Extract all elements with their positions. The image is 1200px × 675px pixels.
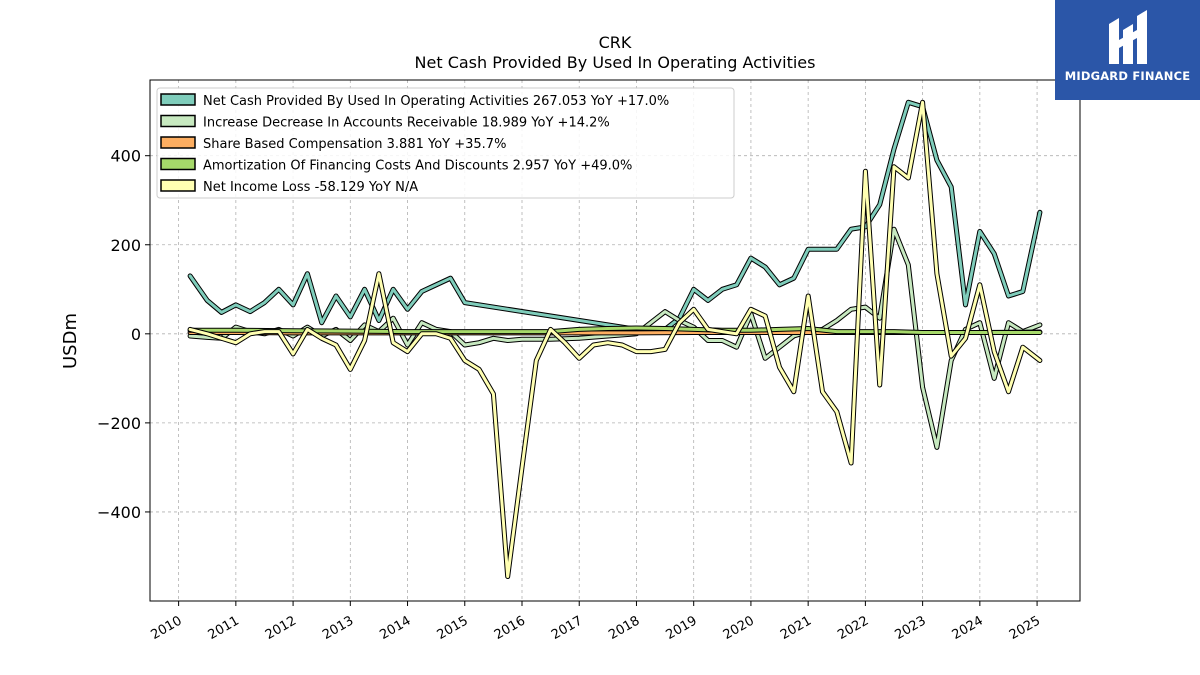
- x-tick-label: 2021: [778, 613, 814, 643]
- x-tick-label: 2019: [664, 613, 700, 643]
- legend-swatch: [160, 114, 196, 128]
- x-tick-label: 2016: [492, 613, 528, 643]
- legend-box: [156, 87, 735, 199]
- x-axis: 2010 2011 2012 2013 2014 2015 2016 2017 2018 2019…: [148, 601, 1043, 643]
- legend-label: Share Based Compensation 3.881 YoY +35.7…: [203, 137, 506, 152]
- y-tick-label: −400: [97, 503, 141, 522]
- y-tick-label: 200: [110, 236, 141, 255]
- legend-label: Increase Decrease In Accounts Receivable…: [203, 116, 610, 131]
- y-axis: 400 200 0 −200 −400: [97, 147, 150, 522]
- series-line: [188, 326, 1042, 334]
- x-tick-label: 2013: [320, 613, 356, 643]
- legend-swatch: [160, 179, 196, 192]
- plot-frame: [149, 79, 1081, 602]
- brand-name: MIDGARD FINANCE: [1064, 69, 1191, 83]
- x-tick-label: 2018: [606, 613, 642, 643]
- legend-item: Net Cash Provided By Used In Operating A…: [160, 93, 669, 109]
- y-tick-label: 0: [131, 325, 141, 344]
- legend: Net Cash Provided By Used In Operating A…: [156, 87, 735, 199]
- x-tick-label: 2015: [435, 613, 471, 643]
- y-tick-label: 400: [110, 147, 141, 166]
- chart-subtitle: Net Cash Provided By Used In Operating A…: [415, 53, 816, 72]
- legend-item: Amortization Of Financing Costs And Disc…: [160, 157, 632, 174]
- x-tick-label: 2025: [1007, 613, 1043, 643]
- series-line: [188, 100, 1042, 578]
- legend-label: Net Income Loss -58.129 YoY N/A: [203, 180, 418, 195]
- legend-swatch: [160, 157, 196, 171]
- x-tick-label: 2024: [950, 613, 986, 643]
- legend-item: Increase Decrease In Accounts Receivable…: [160, 114, 610, 131]
- x-tick-label: 2017: [549, 613, 585, 643]
- x-tick-label: 2022: [835, 613, 871, 643]
- x-tick-label: 2023: [892, 613, 928, 643]
- chart-title: CRK: [599, 33, 632, 52]
- x-tick-label: 2020: [721, 613, 757, 643]
- series-layer: [187, 99, 1043, 579]
- midgard-logo-icon: [1109, 10, 1147, 64]
- series-4: [187, 325, 1043, 335]
- x-tick-label: 2010: [148, 613, 184, 643]
- x-tick-label: 2011: [206, 613, 242, 643]
- brand-logo: MIDGARD FINANCE: [1055, 0, 1200, 100]
- x-tick-label: 2014: [377, 613, 413, 643]
- y-axis-label: USDm: [60, 313, 81, 369]
- legend-item: Share Based Compensation 3.881 YoY +35.7…: [160, 136, 506, 152]
- legend-swatch: [160, 136, 196, 149]
- y-tick-label: −200: [97, 414, 141, 433]
- legend-swatch: [160, 93, 196, 106]
- x-tick-label: 2012: [263, 613, 299, 643]
- series-5: [187, 99, 1043, 579]
- legend-label: Net Cash Provided By Used In Operating A…: [203, 94, 669, 109]
- legend-label: Amortization Of Financing Costs And Disc…: [203, 159, 632, 174]
- legend-item: Net Income Loss -58.129 YoY N/A: [160, 179, 418, 195]
